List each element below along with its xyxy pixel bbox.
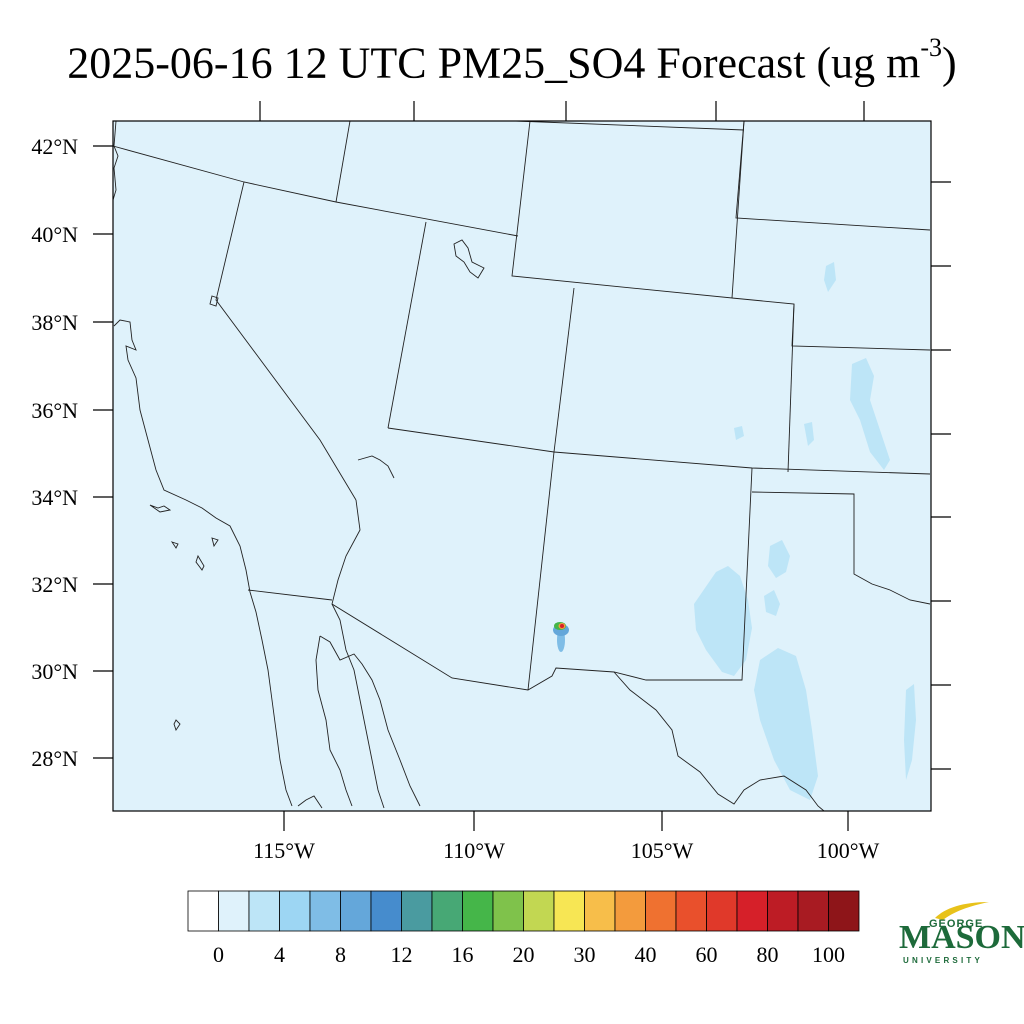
lon-label: 115°W [253,838,315,863]
left-axis-ticks [93,145,113,759]
lat-label: 40°N [31,222,78,247]
top-axis-ticks [259,101,865,121]
lat-label: 30°N [31,659,78,684]
logo-swoosh-icon [935,902,989,920]
lon-label: 100°W [817,838,880,863]
colorbar-swatch [279,890,311,932]
colorbar-label: 12 [391,942,413,967]
lat-label: 38°N [31,310,78,335]
colorbar-label: 4 [274,942,285,967]
lat-label: 34°N [31,485,78,510]
right-axis-ticks [931,181,951,770]
lon-label: 105°W [631,838,694,863]
concentration-patches [694,262,916,800]
colorbar-label: 8 [335,942,346,967]
title-exponent: -3 [920,33,943,62]
title-text: 2025-06-16 12 UTC PM25_SO4 Forecast (ug … [67,38,921,88]
colorbar-swatch [523,890,555,932]
colorbar-label: 0 [213,942,224,967]
logo-line-mason: MASON [899,919,1024,956]
colorbar-label: 60 [696,942,718,967]
colorbar-label: 40 [635,942,657,967]
colorbar-swatch [401,890,433,932]
logo-line-university: UNIVERSITY [903,956,984,965]
colorbar-swatch [706,890,738,932]
lat-label: 28°N [31,746,78,771]
colorbar-swatch [462,890,494,932]
colorbar-swatch [248,890,280,932]
colorbar-swatch [797,890,829,932]
colorbar-swatch [370,890,402,932]
gmu-logo: GEORGE MASON UNIVERSITY [895,898,1024,968]
colorbar-label: 20 [513,942,535,967]
colorbar-swatch [828,890,860,932]
map-title: 2025-06-16 12 UTC PM25_SO4 Forecast (ug … [0,24,1024,94]
colorbar [187,890,860,932]
bottom-axis-ticks [283,811,849,831]
colorbar-label: 30 [574,942,596,967]
colorbar-label: 100 [812,942,845,967]
colorbar-swatch [614,890,646,932]
latitude-labels: 42°N 40°N 38°N 36°N 34°N 32°N 30°N 28°N [31,134,78,771]
title-close: ) [942,38,957,88]
colorbar-swatch [736,890,768,932]
colorbar-swatch [309,890,341,932]
colorbar-swatch [492,890,524,932]
map-boundaries [112,120,931,812]
colorbar-swatch [218,890,250,932]
colorbar-label: 16 [452,942,474,967]
colorbar-swatch [675,890,707,932]
longitude-labels: 115°W 110°W 105°W 100°W [253,838,879,863]
colorbar-swatch [340,890,372,932]
lat-label: 32°N [31,572,78,597]
lat-label: 36°N [31,398,78,423]
colorbar-swatch [553,890,585,932]
map-frame [112,120,932,812]
lon-label: 110°W [443,838,505,863]
logo-line-george: GEORGE [929,918,984,930]
so4-hotspot [553,622,569,652]
colorbar-swatch [767,890,799,932]
colorbar-swatch [584,890,616,932]
colorbar-swatch [187,890,219,932]
colorbar-labels: 0 4 8 12 16 20 30 40 60 80 100 [213,942,845,967]
lat-label: 42°N [31,134,78,159]
colorbar-swatch [431,890,463,932]
colorbar-label: 80 [757,942,779,967]
colorbar-swatch [645,890,677,932]
